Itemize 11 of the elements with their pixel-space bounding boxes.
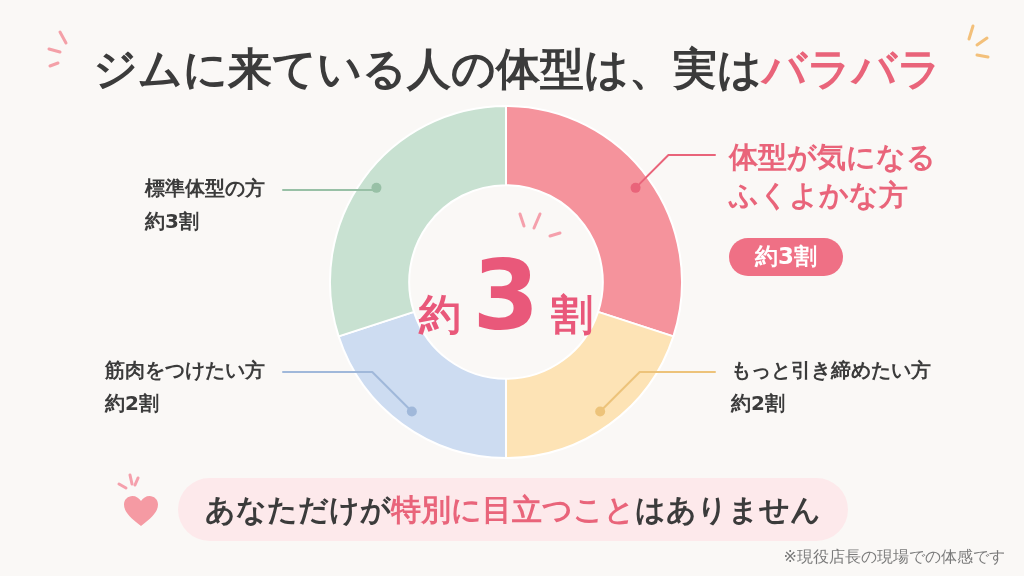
slice-label: 筋肉をつけたい方 (104, 358, 265, 383)
slice-label: もっと引き締めたい方 (731, 358, 931, 383)
data-label: 約2割 (730, 391, 785, 416)
slice-label: 体型が気になるふくよかな方 (728, 139, 936, 212)
text: あなただけが特別に目立つことはありません (205, 492, 821, 527)
chart-title: ジムに来ている人の体型は、実はバラバラ (92, 43, 942, 94)
data-label: 約3割 (144, 209, 199, 234)
data-label: 約2割 (104, 391, 159, 416)
slice-label: 標準体型の方 (144, 176, 265, 201)
data-label: 約3割 (753, 242, 818, 269)
text: ※現役店長の現場での体感です (783, 546, 1005, 568)
